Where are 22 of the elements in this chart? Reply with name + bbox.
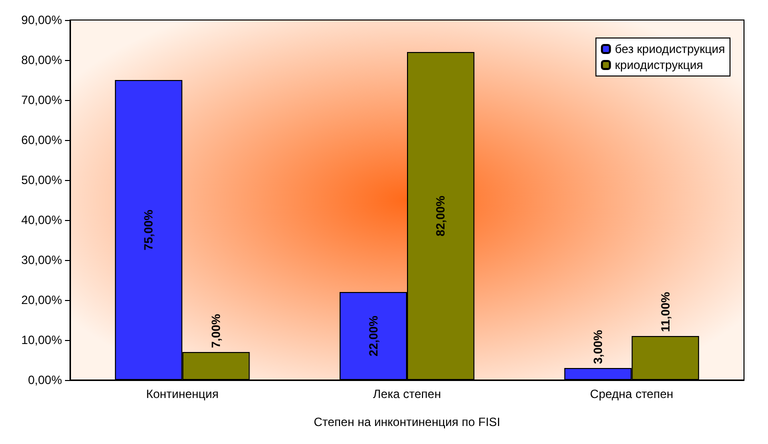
- y-tick-label: 30,00%: [21, 253, 62, 267]
- y-tick-label: 10,00%: [21, 333, 62, 347]
- x-tick-label: Континенция: [146, 387, 219, 401]
- legend-label: без криодиструкция: [614, 42, 726, 56]
- data-label: 11,00%: [658, 292, 672, 332]
- y-tick-label: 60,00%: [21, 133, 62, 147]
- y-tick-label: 0,00%: [28, 373, 62, 387]
- y-tick-label: 80,00%: [21, 53, 62, 67]
- y-tick-label: 70,00%: [21, 93, 62, 107]
- x-axis-title: Степен на инконтиненция по FISI: [314, 415, 500, 429]
- x-tick-label: Средна степен: [590, 387, 674, 401]
- y-tick-label: 40,00%: [21, 213, 62, 227]
- y-tick-label: 20,00%: [21, 293, 62, 307]
- legend-label: криодиструкция: [614, 58, 704, 72]
- x-tick-label: Лека степен: [373, 387, 441, 401]
- data-label: 75,00%: [142, 209, 156, 250]
- data-label: 3,00%: [590, 330, 605, 364]
- data-label: 82,00%: [434, 195, 448, 236]
- y-tick-label: 50,00%: [21, 173, 62, 187]
- data-label: 7,00%: [209, 314, 224, 348]
- data-label: 22,00%: [366, 315, 380, 356]
- y-tick-label: 90,00%: [21, 13, 62, 27]
